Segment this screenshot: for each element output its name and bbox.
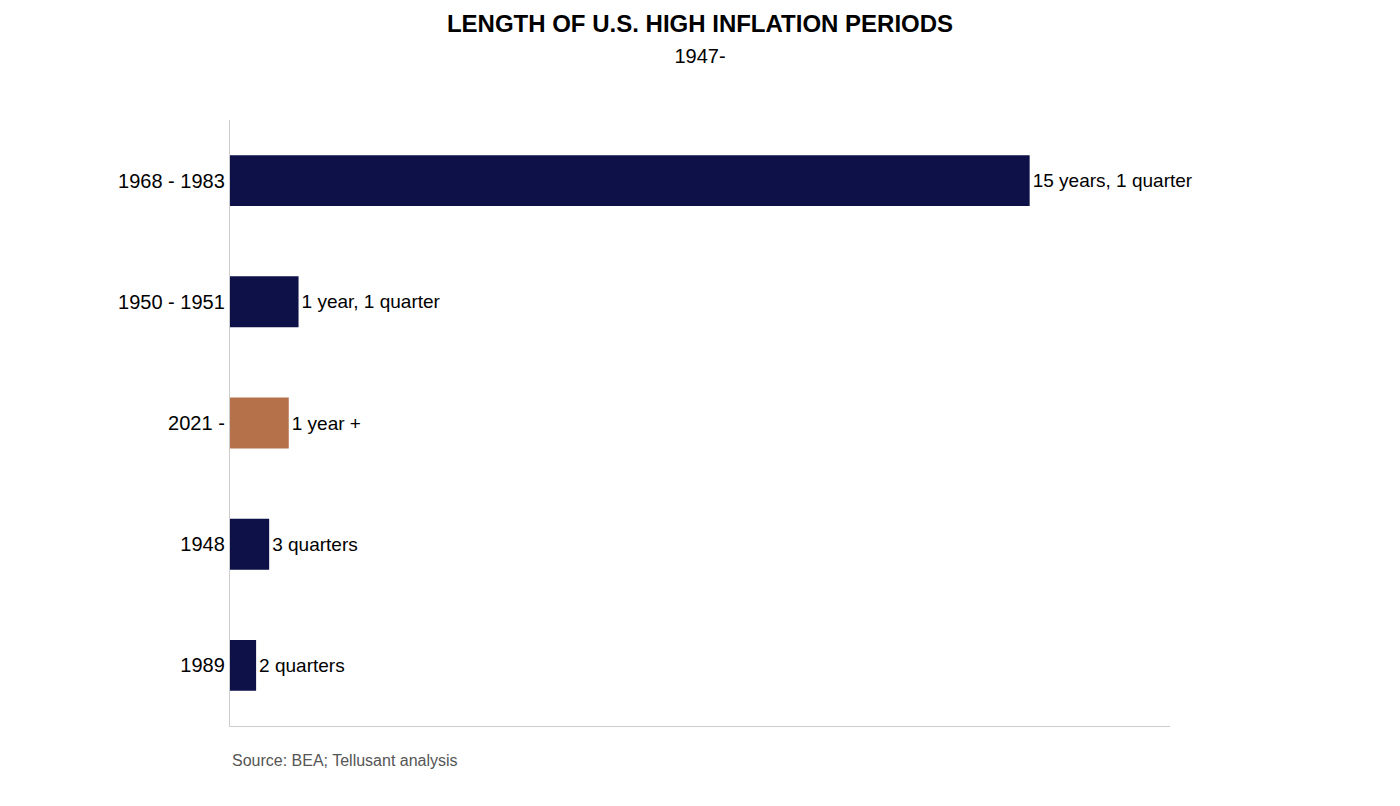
svg-text:15 years, 1 quarter: 15 years, 1 quarter: [1033, 170, 1193, 191]
svg-text:2 quarters: 2 quarters: [259, 655, 345, 676]
svg-text:1968 - 1983: 1968 - 1983: [118, 170, 225, 192]
svg-text:Source: BEA; Tellusant analysi: Source: BEA; Tellusant analysis: [232, 752, 458, 769]
svg-text:1 year, 1 quarter: 1 year, 1 quarter: [302, 291, 441, 312]
svg-text:1 year +: 1 year +: [292, 413, 361, 434]
svg-text:3 quarters: 3 quarters: [272, 534, 358, 555]
svg-text:1950 - 1951: 1950 - 1951: [118, 291, 225, 313]
svg-text:2021 -: 2021 -: [168, 412, 225, 434]
svg-text:LENGTH OF U.S. HIGH INFLATION: LENGTH OF U.S. HIGH INFLATION PERIODS194…: [447, 10, 953, 67]
svg-text:1948: 1948: [180, 533, 225, 555]
svg-text:1989: 1989: [180, 654, 225, 676]
